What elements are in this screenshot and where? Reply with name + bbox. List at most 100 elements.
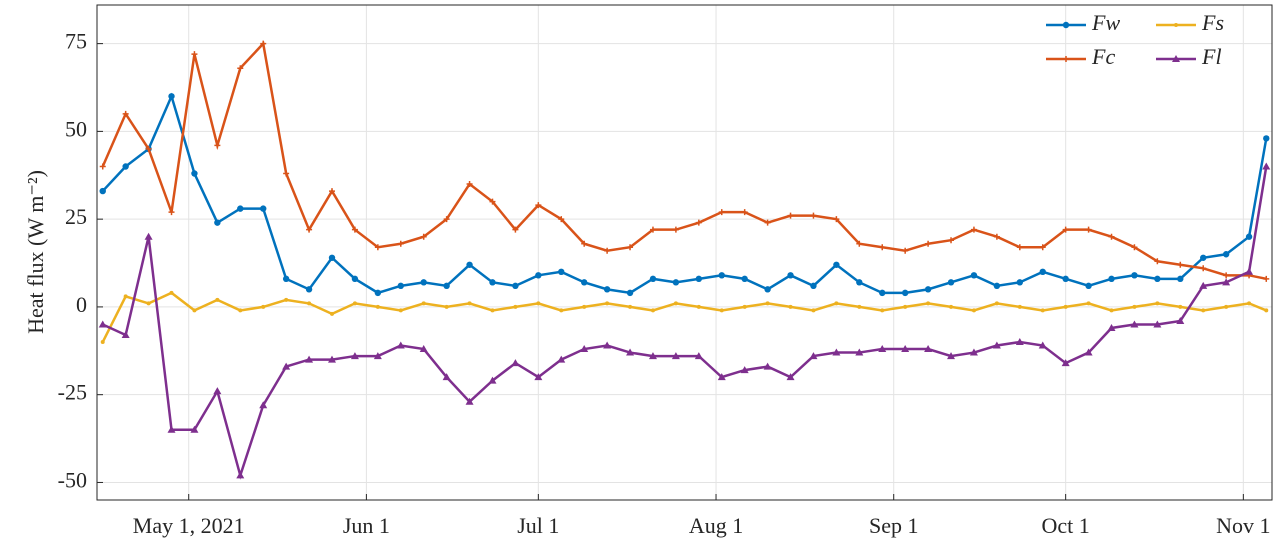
- point: [992, 341, 1001, 349]
- point: [419, 345, 428, 353]
- point: [626, 348, 635, 356]
- point: [763, 362, 772, 370]
- legend-marker: [1172, 55, 1180, 62]
- point: [811, 308, 816, 313]
- point: [512, 226, 519, 233]
- point: [810, 282, 817, 290]
- point: [237, 65, 244, 72]
- point: [167, 425, 176, 433]
- point: [1263, 135, 1270, 142]
- point: [628, 304, 633, 309]
- point: [330, 311, 334, 316]
- point: [513, 304, 518, 309]
- point: [261, 304, 266, 309]
- point: [1130, 320, 1139, 328]
- point: [374, 289, 382, 297]
- point: [1200, 265, 1207, 272]
- point: [1223, 272, 1230, 279]
- point: [558, 268, 565, 276]
- y-tick-label: 50: [65, 116, 87, 141]
- point: [834, 301, 839, 306]
- point: [443, 216, 450, 223]
- point: [443, 282, 450, 290]
- point: [603, 341, 612, 349]
- point: [626, 289, 634, 297]
- point: [902, 247, 909, 254]
- x-tick-label: Jul 1: [517, 513, 559, 538]
- y-tick-label: 25: [65, 204, 87, 229]
- point: [1154, 258, 1161, 265]
- point: [970, 226, 977, 233]
- point: [374, 244, 381, 251]
- point: [397, 282, 404, 290]
- point: [694, 352, 703, 360]
- point: [786, 373, 795, 381]
- point: [168, 93, 175, 100]
- point: [307, 301, 312, 306]
- point: [672, 226, 679, 233]
- point: [214, 142, 221, 149]
- point: [1039, 244, 1046, 251]
- legend-label: Fc: [1091, 44, 1115, 69]
- point: [351, 226, 358, 233]
- point: [1155, 301, 1160, 306]
- legend-label: Fw: [1091, 10, 1120, 35]
- point: [1063, 304, 1068, 309]
- point: [672, 279, 680, 286]
- point: [306, 226, 313, 233]
- point: [375, 304, 380, 309]
- point: [558, 216, 565, 223]
- point: [168, 209, 175, 216]
- point: [903, 304, 908, 309]
- point: [1177, 275, 1184, 283]
- point: [718, 209, 725, 216]
- point: [1062, 226, 1069, 233]
- point: [605, 301, 610, 306]
- point: [949, 304, 954, 309]
- legend-label: Fl: [1201, 44, 1222, 69]
- x-tick-label: Jun 1: [343, 513, 390, 538]
- point: [994, 301, 999, 306]
- point: [144, 232, 153, 240]
- point: [627, 244, 634, 251]
- point: [788, 304, 793, 309]
- point: [122, 163, 129, 170]
- point: [328, 355, 336, 363]
- point: [373, 352, 382, 360]
- point: [169, 290, 174, 295]
- point: [283, 170, 290, 177]
- y-tick-label: -25: [58, 380, 87, 405]
- point: [1040, 308, 1045, 313]
- point: [787, 212, 794, 219]
- point: [1085, 282, 1092, 290]
- point: [901, 289, 909, 297]
- legend-label: Fs: [1201, 10, 1224, 35]
- point: [535, 272, 542, 279]
- point: [329, 188, 335, 195]
- y-tick-label: 75: [65, 29, 87, 54]
- point: [1245, 267, 1254, 275]
- point: [650, 308, 655, 313]
- point: [673, 301, 678, 306]
- point: [717, 373, 726, 381]
- point: [924, 345, 933, 353]
- point: [969, 348, 978, 356]
- point: [582, 304, 587, 309]
- point: [557, 355, 566, 363]
- point: [121, 331, 130, 338]
- point: [947, 352, 956, 360]
- point: [238, 308, 243, 313]
- point: [1177, 261, 1184, 268]
- point: [260, 40, 267, 47]
- point: [671, 352, 680, 360]
- point: [993, 233, 1000, 240]
- point: [282, 362, 291, 370]
- point: [993, 282, 1001, 290]
- point: [466, 181, 473, 188]
- point: [764, 219, 771, 226]
- point: [1247, 301, 1252, 306]
- point: [489, 198, 496, 205]
- point: [880, 308, 885, 313]
- point: [512, 282, 519, 290]
